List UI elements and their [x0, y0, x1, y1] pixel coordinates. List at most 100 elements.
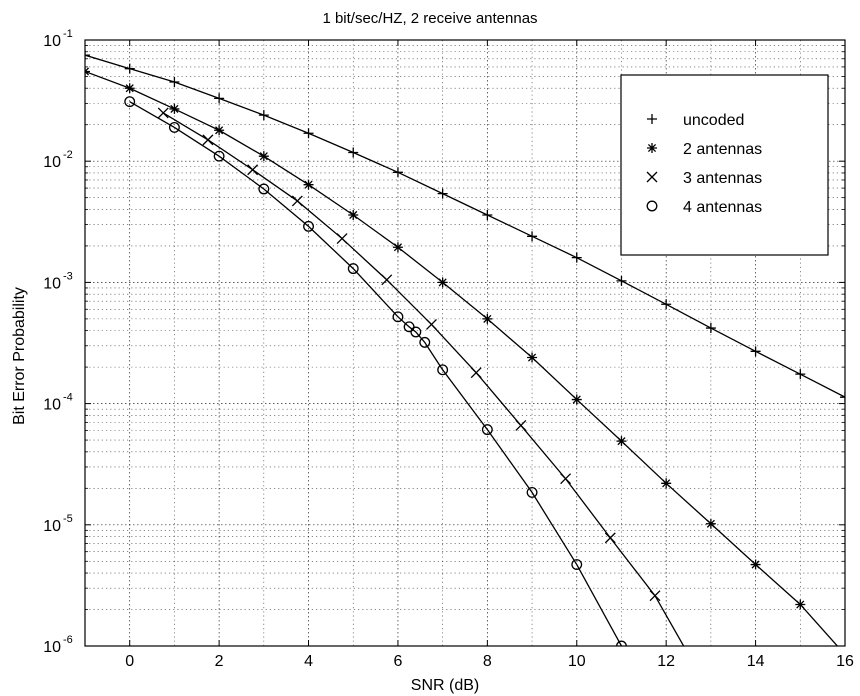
data-point-2-antennas — [616, 436, 627, 447]
y-tick-exponent: -4 — [63, 392, 73, 404]
data-point-2-antennas — [303, 179, 314, 190]
data-point-4-antennas — [347, 263, 359, 275]
data-point-4-antennas — [526, 486, 538, 498]
data-point-uncoded — [840, 392, 845, 403]
marker-layer — [85, 50, 845, 646]
series-line-4-antennas — [129, 101, 623, 646]
legend-box — [620, 74, 829, 256]
y-tick-label: 10 — [43, 397, 61, 414]
legend-label-3-antennas: 3 antennas — [683, 170, 762, 187]
legend-label-4-antennas: 4 antennas — [683, 199, 762, 216]
data-point-4-antennas — [392, 311, 404, 323]
x-tick-label: 16 — [836, 653, 854, 670]
data-point-2-antennas — [661, 478, 672, 489]
y-tick-label: 10 — [43, 639, 61, 656]
data-point-uncoded — [258, 110, 269, 121]
y-tick-exponent: -5 — [63, 513, 73, 525]
data-point-2-antennas — [258, 151, 269, 162]
x-tick-label: 8 — [483, 653, 492, 670]
data-point-3-antennas — [247, 164, 259, 176]
data-point-uncoded — [214, 93, 225, 104]
plot-frame — [84, 39, 846, 647]
data-point-4-antennas — [410, 326, 422, 338]
y-tick-exponent: -2 — [63, 149, 73, 161]
data-point-2-antennas — [795, 599, 806, 610]
data-point-uncoded — [482, 209, 493, 220]
data-point-2-antennas — [750, 559, 761, 570]
x-tick-label: 10 — [568, 653, 586, 670]
grid-layer — [85, 40, 845, 646]
data-point-4-antennas — [571, 559, 583, 570]
data-point-4-antennas — [437, 364, 449, 376]
legend-label-2-antennas: 2 antennas — [683, 141, 762, 158]
chart-title: 1 bit/sec/HZ, 2 receive antennas — [322, 10, 537, 27]
y-tick-label: 10 — [43, 518, 61, 535]
data-point-2-antennas — [527, 352, 538, 363]
y-tick-exponent: -1 — [63, 28, 73, 40]
data-point-3-antennas — [202, 134, 214, 146]
data-point-3-antennas — [560, 473, 572, 485]
data-point-2-antennas — [482, 313, 493, 324]
x-tick-label: 4 — [304, 653, 313, 670]
legend-marker-2-antennas — [647, 143, 657, 153]
data-point-3-antennas — [426, 318, 437, 330]
data-point-uncoded — [795, 369, 806, 380]
data-point-2-antennas — [571, 394, 582, 405]
data-point-4-antennas — [616, 640, 627, 646]
legend-label-uncoded: uncoded — [683, 112, 744, 129]
data-point-uncoded — [661, 299, 672, 310]
data-point-3-antennas — [649, 590, 661, 602]
data-point-2-antennas — [705, 518, 716, 529]
data-point-4-antennas — [168, 121, 180, 133]
legend: uncoded 2 antennas 3 antennas 4 antennas — [620, 74, 829, 256]
data-point-4-antennas — [481, 424, 493, 436]
data-point-2-antennas — [124, 83, 135, 94]
data-point-4-antennas — [303, 220, 314, 232]
data-point-uncoded — [169, 77, 180, 88]
data-point-4-antennas — [258, 183, 270, 195]
data-point-uncoded — [392, 167, 403, 178]
x-tick-label: 6 — [393, 653, 402, 670]
data-point-3-antennas — [470, 367, 482, 379]
data-point-3-antennas — [381, 274, 393, 286]
y-axis-label: Bit Error Probability — [11, 287, 28, 425]
data-point-2-antennas — [392, 242, 403, 253]
y-tick-label: 10 — [43, 154, 61, 171]
legend-marker-4-antennas — [646, 200, 658, 212]
data-point-uncoded — [437, 188, 448, 199]
data-point-uncoded — [750, 346, 761, 357]
data-point-3-antennas — [604, 532, 616, 544]
data-point-3-antennas — [336, 233, 348, 245]
data-point-uncoded — [705, 323, 716, 334]
series-line-2-antennas — [85, 70, 839, 646]
data-point-4-antennas — [403, 321, 415, 333]
legend-marker-3-antennas — [646, 171, 658, 183]
data-point-4-antennas — [124, 96, 136, 108]
data-point-2-antennas — [214, 125, 225, 136]
y-tick-label: 10 — [43, 33, 61, 50]
x-axis-label: SNR (dB) — [411, 677, 479, 694]
x-tick-label: 14 — [747, 653, 765, 670]
data-point-uncoded — [527, 231, 538, 242]
data-point-2-antennas — [169, 103, 180, 114]
y-tick-exponent: -6 — [63, 634, 73, 646]
y-tick-label: 10 — [43, 275, 61, 292]
x-tick-label: 12 — [657, 653, 675, 670]
legend-marker-uncoded — [647, 114, 657, 124]
series-line-uncoded — [85, 54, 845, 398]
data-point-2-antennas — [437, 277, 448, 288]
x-tick-label: 0 — [125, 653, 134, 670]
data-point-uncoded — [303, 128, 314, 139]
data-point-2-antennas — [348, 209, 359, 220]
data-point-3-antennas — [291, 195, 303, 207]
data-point-uncoded — [571, 252, 582, 263]
data-point-4-antennas — [419, 336, 431, 348]
data-point-3-antennas — [515, 420, 527, 431]
data-point-uncoded — [124, 63, 135, 74]
data-point-uncoded — [85, 50, 90, 61]
data-point-uncoded — [616, 275, 627, 286]
y-tick-exponent: -3 — [63, 270, 73, 282]
data-point-uncoded — [348, 147, 359, 158]
